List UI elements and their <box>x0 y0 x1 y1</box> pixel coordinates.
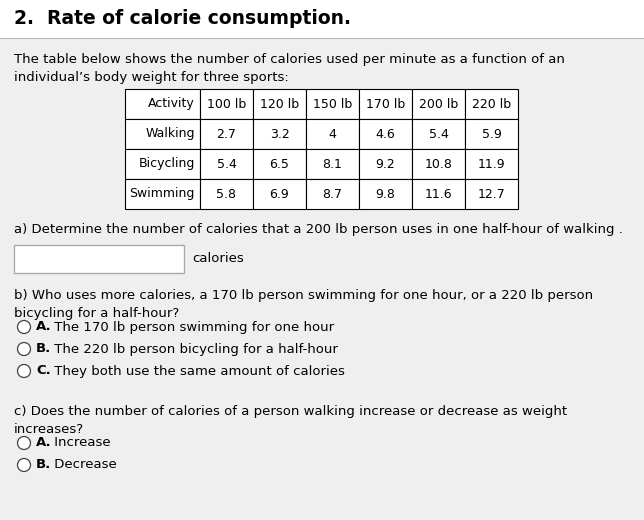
Text: Walking: Walking <box>146 127 195 140</box>
Text: Decrease: Decrease <box>50 459 117 472</box>
Text: 12.7: 12.7 <box>478 188 506 201</box>
Text: 220 lb: 220 lb <box>472 98 511 110</box>
Bar <box>359 89 412 119</box>
Text: Increase: Increase <box>50 436 111 449</box>
Text: calories: calories <box>192 253 243 266</box>
Bar <box>253 119 306 149</box>
Bar <box>200 89 253 119</box>
Bar <box>465 179 518 209</box>
Text: 5.8: 5.8 <box>216 188 236 201</box>
Circle shape <box>17 459 30 472</box>
Text: c) Does the number of calories of a person walking increase or decrease as weigh: c) Does the number of calories of a pers… <box>14 405 567 418</box>
Text: They both use the same amount of calories: They both use the same amount of calorie… <box>50 365 345 378</box>
Text: individual’s body weight for three sports:: individual’s body weight for three sport… <box>14 71 289 84</box>
Bar <box>412 119 465 149</box>
Bar <box>200 149 253 179</box>
Bar <box>14 245 184 273</box>
Bar <box>125 119 200 149</box>
Text: 6.9: 6.9 <box>270 188 289 201</box>
Bar <box>253 89 306 119</box>
Bar <box>125 89 200 119</box>
Text: 5.4: 5.4 <box>428 127 448 140</box>
Text: bicycling for a half-hour?: bicycling for a half-hour? <box>14 307 179 320</box>
Bar <box>0 0 644 38</box>
Text: 2.  Rate of calorie consumption.: 2. Rate of calorie consumption. <box>14 9 351 29</box>
Text: B.: B. <box>36 459 52 472</box>
Text: Swimming: Swimming <box>129 188 195 201</box>
Bar <box>125 149 200 179</box>
Bar <box>412 179 465 209</box>
Text: 5.4: 5.4 <box>216 158 236 171</box>
Text: b) Who uses more calories, a 170 lb person swimming for one hour, or a 220 lb pe: b) Who uses more calories, a 170 lb pers… <box>14 289 593 302</box>
Bar <box>412 149 465 179</box>
Text: C.: C. <box>36 365 51 378</box>
Bar <box>306 89 359 119</box>
Circle shape <box>17 343 30 356</box>
Text: 3.2: 3.2 <box>270 127 289 140</box>
Circle shape <box>17 320 30 333</box>
Text: 4: 4 <box>328 127 336 140</box>
Text: 120 lb: 120 lb <box>260 98 299 110</box>
Text: 4.6: 4.6 <box>375 127 395 140</box>
Bar <box>359 179 412 209</box>
Text: 11.9: 11.9 <box>478 158 506 171</box>
Text: 8.1: 8.1 <box>323 158 343 171</box>
Text: B.: B. <box>36 343 52 356</box>
Bar <box>306 119 359 149</box>
Circle shape <box>17 436 30 449</box>
Bar <box>465 89 518 119</box>
Bar <box>412 89 465 119</box>
Text: 8.7: 8.7 <box>323 188 343 201</box>
Bar <box>359 149 412 179</box>
Bar <box>306 149 359 179</box>
Text: 170 lb: 170 lb <box>366 98 405 110</box>
Bar <box>253 149 306 179</box>
Text: 5.9: 5.9 <box>482 127 502 140</box>
Text: 11.6: 11.6 <box>424 188 452 201</box>
Bar <box>465 149 518 179</box>
Text: 150 lb: 150 lb <box>313 98 352 110</box>
Text: A.: A. <box>36 320 52 333</box>
Bar <box>253 179 306 209</box>
Text: The table below shows the number of calories used per minute as a function of an: The table below shows the number of calo… <box>14 53 565 66</box>
Text: Bicycling: Bicycling <box>138 158 195 171</box>
Text: 6.5: 6.5 <box>270 158 289 171</box>
Bar <box>359 119 412 149</box>
Text: 9.2: 9.2 <box>375 158 395 171</box>
Text: 200 lb: 200 lb <box>419 98 458 110</box>
Text: 10.8: 10.8 <box>424 158 453 171</box>
Text: A.: A. <box>36 436 52 449</box>
Text: a) Determine the number of calories that a 200 lb person uses in one half-hour o: a) Determine the number of calories that… <box>14 223 623 236</box>
Bar <box>306 179 359 209</box>
Text: Activity: Activity <box>148 98 195 110</box>
Bar <box>125 179 200 209</box>
Text: The 170 lb person swimming for one hour: The 170 lb person swimming for one hour <box>50 320 334 333</box>
Text: 9.8: 9.8 <box>375 188 395 201</box>
Bar <box>465 119 518 149</box>
Text: 2.7: 2.7 <box>216 127 236 140</box>
Bar <box>200 179 253 209</box>
Text: 100 lb: 100 lb <box>207 98 246 110</box>
Text: The 220 lb person bicycling for a half-hour: The 220 lb person bicycling for a half-h… <box>50 343 338 356</box>
Text: increases?: increases? <box>14 423 84 436</box>
Bar <box>200 119 253 149</box>
Circle shape <box>17 365 30 378</box>
